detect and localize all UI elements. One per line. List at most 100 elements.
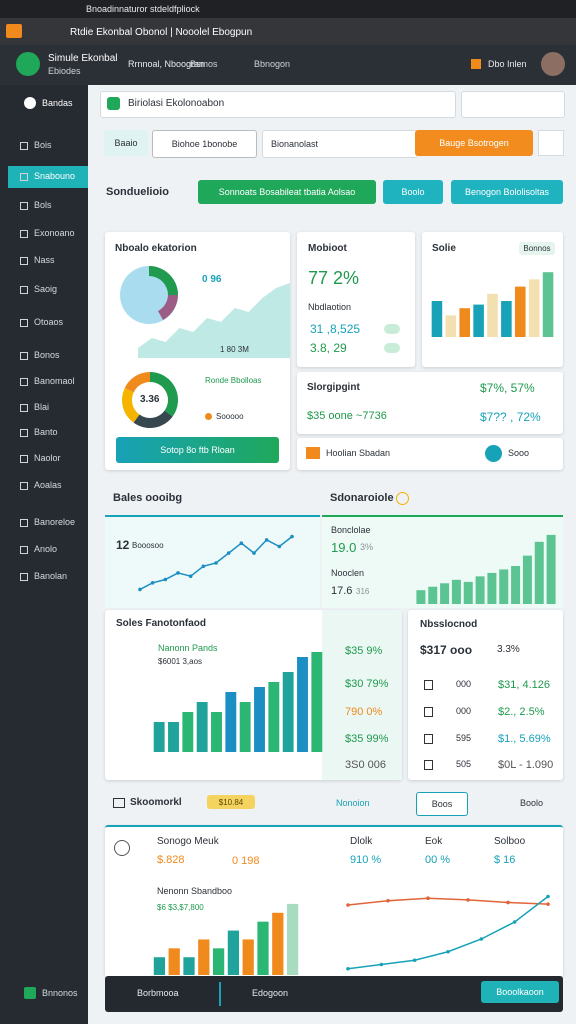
sidebar-top[interactable]: Bandas <box>42 98 73 108</box>
bar-chart <box>431 272 554 337</box>
label: $6 $3,$7,800 <box>157 903 204 912</box>
bar <box>254 687 265 752</box>
sidebar-icon <box>20 257 28 265</box>
summary-label: Eok <box>425 836 443 847</box>
action-button[interactable]: Bauge Bsotrogen <box>415 130 533 156</box>
toggle[interactable] <box>384 343 400 353</box>
tab[interactable]: Baaio <box>104 130 148 156</box>
point <box>138 587 142 592</box>
sidebar-item[interactable]: Bonos <box>34 350 60 360</box>
button[interactable]: Sotop 8o ftb Rloan <box>116 437 279 463</box>
sidebar-icon <box>20 378 28 386</box>
close-button[interactable] <box>538 130 564 156</box>
card-title: Nbsslocnod <box>420 619 478 630</box>
bar <box>534 541 544 604</box>
url[interactable]: Rtdie Ekonbal Obonol | Nooolel Ebogpun <box>70 27 253 38</box>
link[interactable]: Nonoion <box>336 798 370 808</box>
toggle[interactable] <box>384 324 400 334</box>
sidebar-bottom[interactable]: Bnnonos <box>42 988 78 998</box>
line <box>347 897 549 906</box>
user-name[interactable]: Dbo Inlen <box>488 59 527 69</box>
filter[interactable]: Bionanolast <box>262 130 418 158</box>
button[interactable]: Booolkaoon <box>481 981 559 1003</box>
card-title: Solie <box>432 243 456 254</box>
row-icon <box>424 734 433 744</box>
bar <box>499 569 509 604</box>
button[interactable]: Boos <box>416 792 468 816</box>
button[interactable]: Sonnoats Bosabileat tbatia Aolsao <box>198 180 376 204</box>
badge: $10.84 <box>207 795 255 809</box>
row-value: $2., 2.5% <box>498 706 545 718</box>
footer-item[interactable]: Borbmooa <box>137 988 179 998</box>
value: $7?? , 72% <box>480 410 541 424</box>
point <box>290 534 294 539</box>
bar <box>473 304 484 337</box>
sidebar-item[interactable]: Banomaol <box>34 376 75 386</box>
sidebar-item[interactable]: Bois <box>34 140 52 150</box>
icon <box>107 97 120 110</box>
sidebar-item[interactable]: Banoreloe <box>34 517 76 527</box>
badge: Bonnos <box>519 242 555 255</box>
globe <box>120 266 178 324</box>
search-box[interactable] <box>100 91 456 118</box>
bar-chart <box>153 652 323 752</box>
nav[interactable]: Bsmos <box>190 59 218 69</box>
section-title: Bales oooibg <box>113 492 183 504</box>
nav[interactable]: Bbnogon <box>254 59 291 69</box>
sidebar-item[interactable]: Blai <box>34 402 50 412</box>
donut-slice <box>133 410 173 428</box>
sidebar-item[interactable]: Banolan <box>34 571 68 581</box>
button[interactable]: Benogon Bololisoltas <box>451 180 563 204</box>
sidebar-icon <box>20 404 28 412</box>
icon-buttons[interactable] <box>461 91 565 118</box>
row-icon <box>424 680 433 690</box>
bar <box>501 301 512 337</box>
point <box>506 900 510 905</box>
sidebar-item[interactable]: Naolor <box>34 453 61 463</box>
bar <box>431 301 443 337</box>
action[interactable]: Sooo <box>508 448 530 458</box>
button[interactable]: Boolo <box>383 180 443 204</box>
sidebar-icon <box>20 230 28 238</box>
icon <box>24 97 36 109</box>
sidebar-item[interactable]: Snabouno <box>34 171 76 181</box>
row-label: 505 <box>456 759 472 769</box>
summary-label: Sonogo Meuk <box>157 836 219 847</box>
bar <box>445 315 457 337</box>
sidebar-item[interactable]: Aoalas <box>34 480 62 490</box>
sidebar-item[interactable]: Nass <box>34 255 55 265</box>
point <box>264 538 269 542</box>
bar <box>416 590 426 604</box>
area <box>138 283 290 358</box>
bar <box>225 692 237 752</box>
footer-item[interactable]: Edogoon <box>252 988 289 998</box>
tab-title[interactable]: Bnoadinnaturor stdeldfpliock <box>86 4 200 14</box>
address-bar <box>0 18 576 45</box>
row-icon <box>424 707 433 717</box>
card-title: Slorgipgint <box>307 382 360 393</box>
label: Nenonn Sbandboo <box>157 886 233 896</box>
link[interactable]: Boolo <box>520 798 544 808</box>
summary-value: 910 % <box>350 854 382 866</box>
sidebar-item[interactable]: Exonoano <box>34 228 75 238</box>
value: $35 99% <box>345 733 389 745</box>
sidebar-item[interactable]: Otoaos <box>34 317 64 327</box>
point <box>412 958 417 963</box>
tab[interactable]: Biohoe 1bonobe <box>152 130 257 158</box>
value: 790 0% <box>345 706 383 718</box>
nav[interactable]: Rrnnoal, Nboogran <box>128 59 205 69</box>
sidebar-item[interactable]: Saoig <box>34 284 58 294</box>
avatar[interactable] <box>541 52 565 76</box>
donut-chart <box>122 372 178 428</box>
icon <box>113 798 125 808</box>
footnote: 1 80 3M <box>220 345 249 354</box>
sidebar-item[interactable]: Banto <box>34 427 58 437</box>
bar <box>182 712 194 752</box>
logo <box>16 52 40 76</box>
sidebar-item[interactable]: Anolo <box>34 544 58 554</box>
value: 0 198 <box>232 855 260 867</box>
sidebar-icon <box>20 173 28 181</box>
bar <box>542 272 554 337</box>
card-title: Nboalo ekatorion <box>115 243 197 254</box>
sidebar-item[interactable]: Bols <box>34 200 52 210</box>
